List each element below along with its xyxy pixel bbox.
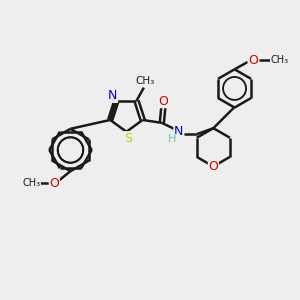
Text: CH₃: CH₃ bbox=[22, 178, 40, 188]
Text: S: S bbox=[124, 132, 132, 145]
Text: N: N bbox=[108, 89, 118, 102]
Text: CH₃: CH₃ bbox=[271, 56, 289, 65]
Text: O: O bbox=[248, 54, 258, 67]
Text: CH₃: CH₃ bbox=[136, 76, 155, 86]
Text: N: N bbox=[174, 125, 183, 138]
Text: O: O bbox=[50, 177, 59, 190]
Text: H: H bbox=[168, 134, 177, 144]
Text: O: O bbox=[158, 94, 168, 108]
Text: O: O bbox=[208, 160, 218, 173]
